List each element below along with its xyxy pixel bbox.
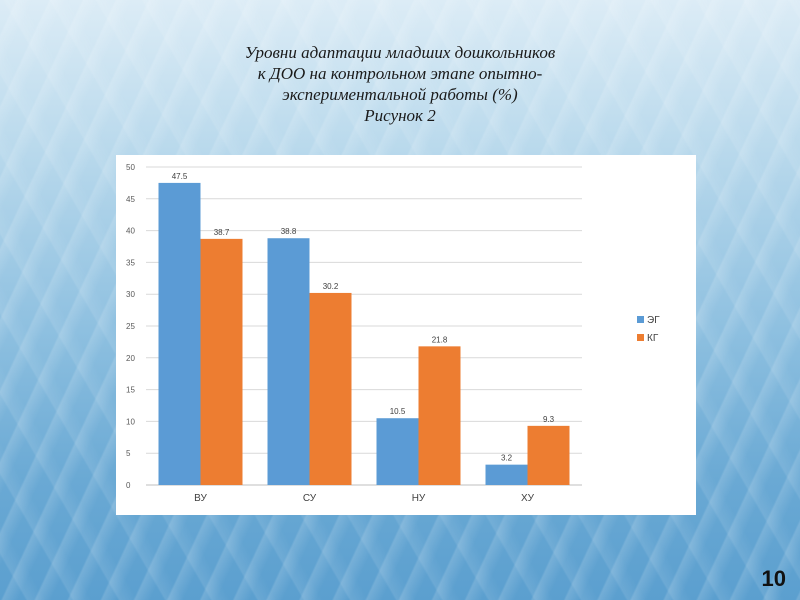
title-line-1: Уровни адаптации младших дошкольников [244, 43, 556, 62]
data-label: 30.2 [323, 282, 339, 291]
x-tick-label: НУ [412, 493, 426, 504]
chart-panel: 0 5 10 15 20 25 30 35 40 45 50 47.5 38.7 ВУ 38.8 30.2 СУ… [116, 155, 696, 515]
y-tick-label: 25 [126, 322, 135, 331]
y-tick-label: 40 [126, 227, 135, 236]
y-tick-label: 50 [126, 163, 135, 172]
bar-КГ-ХУ [527, 425, 570, 485]
bar-КГ-СУ [309, 292, 352, 485]
y-tick-label: 5 [126, 449, 131, 458]
legend-swatch-1 [637, 316, 644, 323]
bar-ЭГ-ХУ [485, 464, 528, 485]
y-tick-label: 20 [126, 354, 135, 363]
bar-ЭГ-СУ [267, 238, 310, 485]
x-tick-label: ВУ [194, 493, 207, 504]
y-tick-label: 35 [126, 258, 135, 267]
data-label: 38.7 [214, 228, 230, 237]
title-line-3: экспериментальной работы (%) [282, 85, 518, 104]
data-label: 3.2 [501, 454, 513, 463]
legend-label-2: КГ [647, 333, 659, 344]
data-label: 21.8 [432, 335, 448, 344]
x-tick-label: СУ [303, 493, 317, 504]
data-label: 10.5 [390, 407, 406, 416]
slide-title: Уровни адаптации младших дошкольников к … [150, 42, 650, 126]
y-tick-label: 45 [126, 195, 135, 204]
data-label: 47.5 [172, 172, 188, 181]
title-line-4: Рисунок 2 [364, 106, 436, 125]
y-tick-label: 0 [126, 481, 131, 490]
bar-chart: 0 5 10 15 20 25 30 35 40 45 50 47.5 38.7 ВУ 38.8 30.2 СУ… [126, 163, 660, 504]
title-line-2: к ДОО на контрольном этапе опытно- [257, 64, 543, 83]
data-label: 38.8 [281, 227, 297, 236]
page-number: 10 [761, 566, 786, 591]
y-tick-label: 10 [126, 417, 135, 426]
bar-КГ-ВУ [200, 238, 243, 485]
y-tick-label: 15 [126, 386, 135, 395]
legend-label-1: ЭГ [647, 315, 660, 326]
legend-swatch-2 [637, 334, 644, 341]
bar-ЭГ-НУ [376, 418, 419, 485]
y-tick-label: 30 [126, 290, 135, 299]
data-label: 9.3 [543, 415, 555, 424]
bar-КГ-НУ [418, 346, 461, 485]
bar-ЭГ-ВУ [158, 182, 201, 485]
x-tick-label: ХУ [521, 493, 535, 504]
